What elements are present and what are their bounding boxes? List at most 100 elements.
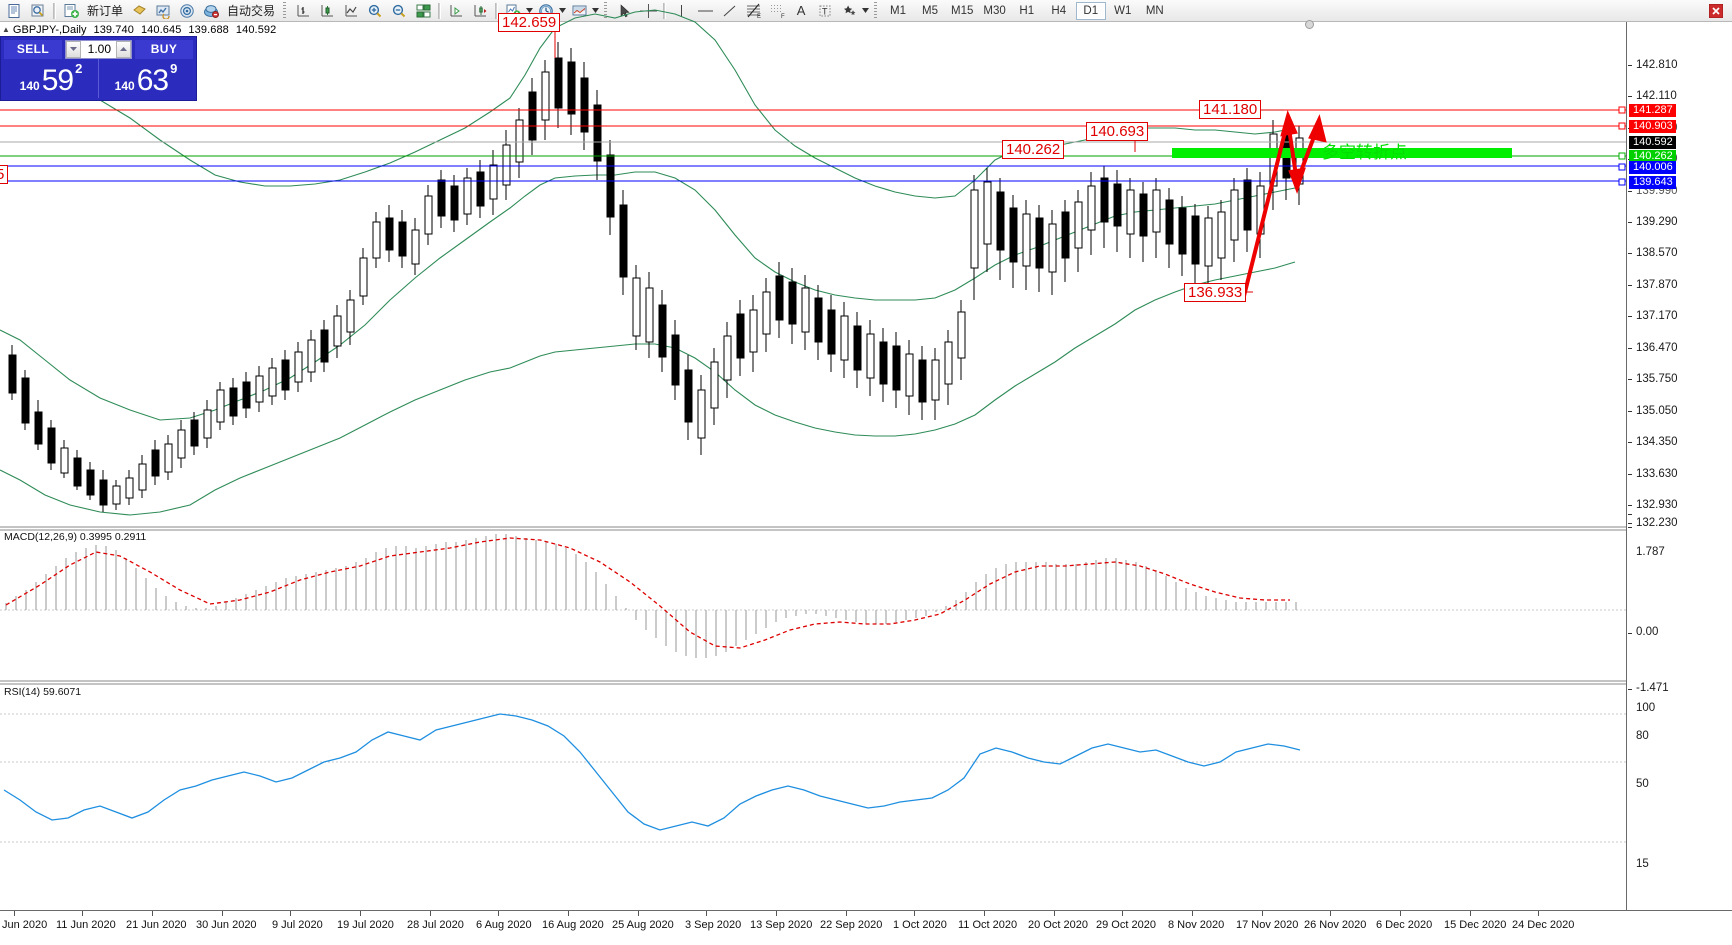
macd-tick-min: -1.471 [1636, 682, 1669, 694]
price-tick-15: 132.230 [1636, 517, 1678, 529]
sell-price[interactable]: 140 59 2 [4, 59, 98, 98]
toolbar-separator-2 [438, 2, 442, 19]
timeframe-w1[interactable]: W1 [1114, 4, 1132, 17]
sell-price-big: 140 [19, 79, 40, 93]
price-axis[interactable]: 142.810 142.110 141.410 140.690 139.990 … [1627, 22, 1732, 910]
volume-input[interactable]: 1.00 [87, 42, 111, 56]
timeframe-mn[interactable]: MN [1145, 4, 1164, 17]
expert-advisors-icon[interactable] [127, 1, 151, 21]
date-tick-6: 28 Jul 2020 [407, 919, 464, 931]
autotrading-button[interactable]: 自动交易 [227, 4, 276, 18]
annotation-left-partial[interactable]: 5 [0, 165, 9, 184]
annotation-turning-point-label[interactable]: 多空转折点 [1322, 143, 1407, 162]
macd-tick-max: 1.787 [1636, 546, 1665, 558]
auto-scroll-icon[interactable] [468, 1, 492, 21]
date-tick-11: 13 Sep 2020 [750, 919, 813, 931]
horizontal-line-icon[interactable] [693, 1, 717, 21]
strategy-tester-icon[interactable] [151, 1, 175, 21]
timeframe-d1[interactable]: D1 [1075, 1, 1106, 20]
price-tick-0: 142.810 [1636, 59, 1678, 71]
annotation-141-180[interactable]: 141.180 [1199, 100, 1262, 119]
new-chart-icon[interactable] [2, 1, 26, 21]
price-tag-layer: 141.287 140.903 140.592 140.262 140.006 … [1627, 0, 1732, 945]
quote-open: 139.740 [93, 23, 134, 36]
annotation-136-933[interactable]: 136.933 [1184, 283, 1247, 302]
price-tag-141-287[interactable]: 141.287 [1629, 104, 1676, 117]
price-tick-10: 135.750 [1636, 373, 1678, 385]
price-tick-6: 138.570 [1636, 247, 1678, 259]
date-tick-2: 21 Jun 2020 [126, 919, 187, 931]
templates-icon[interactable] [567, 1, 591, 21]
price-tag-139-643[interactable]: 139.643 [1629, 176, 1676, 189]
date-axis[interactable]: Jun 2020 11 Jun 2020 21 Jun 2020 30 Jun … [0, 910, 1732, 945]
chart-windows-icon[interactable] [411, 1, 435, 21]
sell-button[interactable]: SELL [4, 39, 62, 59]
price-tick-1: 142.110 [1636, 90, 1677, 102]
timeframe-h1[interactable]: H1 [1019, 4, 1035, 17]
price-tag-140-903[interactable]: 140.903 [1629, 120, 1676, 133]
volume-stepper[interactable]: 1.00 [65, 39, 132, 59]
svg-text:T: T [822, 6, 828, 16]
toolbar-grip[interactable] [282, 2, 289, 19]
vertical-line-icon[interactable] [669, 1, 693, 21]
equidistant-channel-icon[interactable]: F [765, 1, 789, 21]
volume-decrement-button[interactable] [66, 40, 81, 58]
rsi-tick-80: 80 [1636, 730, 1649, 742]
buy-button[interactable]: BUY [135, 39, 193, 59]
timeframe-h4[interactable]: H4 [1051, 4, 1067, 17]
cursor-icon[interactable] [612, 1, 636, 21]
new-order-icon[interactable] [59, 1, 83, 21]
bar-chart-icon[interactable] [291, 1, 315, 21]
collapse-triangle-icon[interactable]: ▲ [2, 25, 10, 34]
price-tag-140-262[interactable]: 140.262 [1629, 150, 1676, 163]
text-label-icon[interactable]: T [813, 1, 837, 21]
volume-increment-button[interactable] [116, 40, 131, 58]
buy-price[interactable]: 140 63 9 [98, 59, 193, 98]
price-tag-140-006[interactable]: 140.006 [1629, 161, 1676, 174]
zoom-out-icon[interactable] [387, 1, 411, 21]
annotation-142-659[interactable]: 142.659 [498, 13, 561, 32]
date-tick-19: 26 Nov 2020 [1304, 919, 1367, 931]
date-tick-15: 20 Oct 2020 [1028, 919, 1088, 931]
close-icon[interactable] [1704, 1, 1728, 21]
rsi-indicator-label: RSI(14) 59.6071 [2, 686, 84, 698]
shapes-dropdown-caret[interactable] [861, 1, 870, 21]
date-tick-9: 25 Aug 2020 [612, 919, 674, 931]
price-tick-8: 137.170 [1636, 310, 1678, 322]
market-icon[interactable] [199, 1, 223, 21]
new-order-button[interactable]: 新订单 [87, 4, 124, 18]
line-chart-icon[interactable] [339, 1, 363, 21]
signals-icon[interactable] [175, 1, 199, 21]
timeframe-m5[interactable]: M5 [922, 4, 939, 17]
fibonacci-icon[interactable]: E [741, 1, 765, 21]
sell-price-sup: 2 [75, 61, 83, 76]
price-tick-11: 135.050 [1636, 405, 1678, 417]
annotation-140-262[interactable]: 140.262 [1002, 140, 1065, 159]
trendline-icon[interactable] [717, 1, 741, 21]
chart-shift-icon[interactable] [444, 1, 468, 21]
chart-shift-handle[interactable] [1305, 20, 1314, 29]
data-window-icon[interactable] [26, 1, 50, 21]
price-axis-separator [1626, 22, 1627, 910]
toolbar-grip-3[interactable] [873, 2, 880, 19]
date-tick-10: 3 Sep 2020 [685, 919, 742, 931]
toolbar-grip-2[interactable] [603, 2, 610, 19]
timeframe-m30[interactable]: M30 [983, 4, 1006, 17]
toolbar-separator-4 [663, 2, 667, 19]
price-tag-current-140-592: 140.592 [1629, 136, 1676, 149]
candlestick-chart-icon[interactable] [315, 1, 339, 21]
date-tick-20: 6 Dec 2020 [1376, 919, 1433, 931]
buy-price-big: 140 [114, 79, 135, 93]
templates-dropdown-caret[interactable] [591, 1, 600, 21]
shapes-icon[interactable] [837, 1, 861, 21]
date-tick-7: 6 Aug 2020 [476, 919, 532, 931]
date-tick-16: 29 Oct 2020 [1096, 919, 1156, 931]
timeframe-m1[interactable]: M1 [890, 4, 907, 17]
zoom-in-icon[interactable] [363, 1, 387, 21]
date-tick-0: Jun 2020 [2, 919, 48, 931]
crosshair-icon[interactable] [636, 1, 660, 21]
price-tick-13: 133.630 [1636, 468, 1678, 480]
annotation-140-693[interactable]: 140.693 [1086, 122, 1149, 141]
text-icon[interactable]: A [796, 3, 806, 18]
timeframe-m15[interactable]: M15 [951, 4, 974, 17]
